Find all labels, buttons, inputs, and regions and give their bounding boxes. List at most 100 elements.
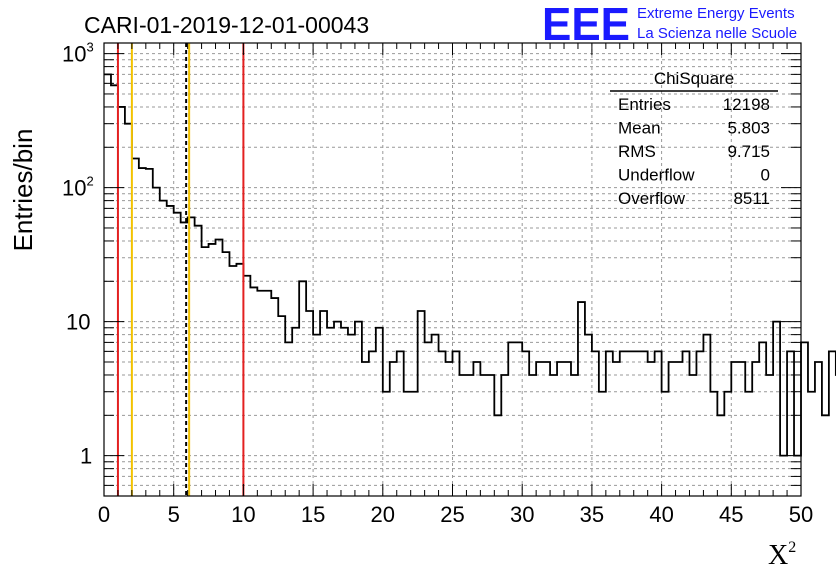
histogram-bin: [216, 240, 223, 496]
stats-value: 5.803: [727, 119, 770, 138]
x-tick-label: 30: [510, 502, 534, 527]
histogram-bin: [731, 362, 738, 496]
histogram-bin: [529, 375, 536, 496]
x-tick-label: 25: [440, 502, 464, 527]
x-tick-label: 45: [719, 502, 743, 527]
histogram-bin: [153, 188, 160, 496]
histogram-bin: [446, 362, 453, 496]
histogram-bin: [439, 351, 446, 496]
histogram-bin: [222, 252, 229, 496]
histogram-bin: [501, 375, 508, 496]
histogram-bin: [376, 328, 383, 496]
histogram-bin: [383, 392, 390, 496]
stats-rows: Entries 12198 Mean 5.803 RMS 9.715 Underflow 0 O…: [618, 95, 770, 208]
histogram-bin: [480, 375, 487, 496]
histogram-bin: [271, 298, 278, 496]
histogram-bin: [132, 158, 139, 496]
histogram-bin: [822, 415, 829, 496]
histogram-bin: [571, 375, 578, 496]
histogram-bin: [418, 311, 425, 496]
plot-frame: [103, 42, 802, 497]
stats-label: Underflow: [618, 166, 695, 185]
histogram-bin: [620, 351, 627, 496]
histogram-bin: [355, 322, 362, 496]
histogram-bin: [229, 266, 236, 496]
histogram-bin: [209, 244, 216, 496]
x-tick-label: 40: [649, 502, 673, 527]
stats-value: 8511: [733, 189, 770, 208]
histogram-bin: [334, 322, 341, 496]
eee-logo-mark: EEE: [542, 0, 630, 50]
histogram-bin: [390, 362, 397, 496]
x-tick-label: 0: [98, 502, 110, 527]
logo-line-2: La Scienza nelle Scuole: [637, 25, 797, 42]
histogram-bin: [160, 201, 167, 496]
stats-value: 0: [761, 166, 770, 185]
histogram-bin: [703, 335, 710, 496]
histogram-bin: [243, 276, 250, 496]
histogram-bin: [627, 351, 634, 496]
histogram-bin: [306, 311, 313, 496]
histogram-bin: [348, 335, 355, 496]
histogram-bin: [327, 328, 334, 496]
x-tick-label: 20: [371, 502, 395, 527]
histogram-bin: [738, 362, 745, 496]
histogram-bin: [787, 351, 794, 496]
x-tick-label: 10: [231, 502, 255, 527]
histogram-bin: [815, 362, 822, 496]
histogram-bin: [752, 362, 759, 496]
x-tick-label: 15: [301, 502, 325, 527]
histogram-bin: [320, 311, 327, 496]
histogram-bin: [494, 415, 501, 496]
histogram-bin: [432, 335, 439, 496]
histogram-bin: [592, 351, 599, 496]
stats-box: ChiSquare Entries 12198 Mean 5.803 RMS 9.715 U…: [610, 69, 778, 208]
histogram-bin: [369, 351, 376, 496]
histogram-bin: [459, 375, 466, 496]
histogram-bin: [669, 362, 676, 496]
histogram-bin: [264, 291, 271, 496]
histogram-bin: [473, 362, 480, 496]
histogram-bin: [139, 168, 146, 496]
histogram-bin: [508, 342, 515, 496]
histogram-bin: [801, 342, 808, 496]
histogram-bin: [557, 362, 564, 496]
histogram-bin: [146, 169, 153, 496]
histogram-bin: [285, 342, 292, 496]
stats-label: Entries: [618, 95, 671, 114]
stats-label: Overflow: [618, 189, 686, 208]
histogram-bin: [397, 351, 404, 496]
axis-ticks: 0 5 10 15 20 25 30 35 40 45 50 1 10 102 103: [62, 40, 813, 527]
histogram-bin: [466, 375, 473, 496]
histogram-bin: [236, 264, 243, 496]
stats-value: 9.715: [727, 142, 770, 161]
histogram-bin: [299, 281, 306, 496]
histogram-bin: [257, 291, 264, 496]
histogram-bin: [599, 392, 606, 496]
histogram-bin: [655, 351, 662, 496]
histogram-bin: [564, 362, 571, 496]
histogram-bin: [676, 362, 683, 496]
y-tick-label: 1: [80, 444, 92, 469]
histogram-bin: [683, 351, 690, 496]
stats-label: RMS: [618, 142, 656, 161]
histogram-bin: [662, 392, 669, 496]
histogram-bin: [689, 375, 696, 496]
histogram-bin: [453, 351, 460, 496]
histogram-bin: [829, 351, 836, 496]
histogram-bin: [543, 362, 550, 496]
histogram-bin: [522, 351, 529, 496]
grid-lines: [104, 43, 801, 496]
histogram-bin: [766, 375, 773, 496]
y-tick-label: 103: [62, 40, 94, 67]
histogram-bin: [341, 328, 348, 496]
histogram-bin: [195, 226, 202, 496]
histogram-bin: [250, 287, 257, 496]
stats-value: 12198: [723, 95, 770, 114]
histogram-bin: [411, 392, 418, 496]
stats-label: Mean: [618, 119, 661, 138]
x-tick-label: 35: [580, 502, 604, 527]
histogram-bin: [278, 316, 285, 496]
histogram-bin: [759, 342, 766, 496]
